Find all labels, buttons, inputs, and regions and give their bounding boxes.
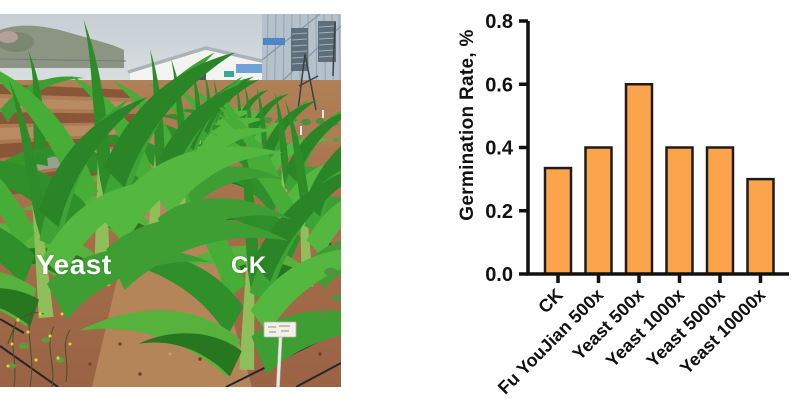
yellow-flowers (6, 312, 72, 368)
pole-wires (297, 21, 336, 111)
chart-axes (519, 19, 789, 283)
weeds-right (317, 243, 341, 317)
y-tick-label: 0.2 (485, 201, 513, 223)
field-photo-illustration (0, 14, 341, 387)
y-tick-label: 0.6 (485, 74, 513, 96)
chart-svg: Germination Rate, % 0.00.20.40.60.8CKFu … (457, 11, 789, 398)
chart-bars (543, 83, 775, 276)
bar-3 (665, 146, 694, 276)
field-photo: Yeast CK (0, 14, 341, 387)
bar-1 (584, 146, 613, 276)
x-tick-label: CK (534, 285, 567, 318)
bar-0 (543, 166, 573, 276)
y-tick-label: 0.4 (485, 138, 514, 160)
bar-5 (746, 177, 775, 276)
bar-2 (624, 83, 654, 276)
plant-marker (263, 321, 297, 387)
bar-4 (705, 146, 735, 276)
y-tick-label: 0.8 (485, 11, 513, 33)
photo-label-ck: CK (231, 252, 267, 279)
germination-rate-chart: Germination Rate, % 0.0 0.2 0.4 0.6 0.8 CK Fu … (400, 0, 800, 409)
louver-panels (291, 21, 336, 71)
photo-label-yeast: Yeast (36, 249, 112, 280)
y-tick-label: 0.0 (485, 264, 513, 286)
weeds-left (6, 311, 72, 387)
y-axis-title: Germination Rate, % (457, 29, 478, 221)
